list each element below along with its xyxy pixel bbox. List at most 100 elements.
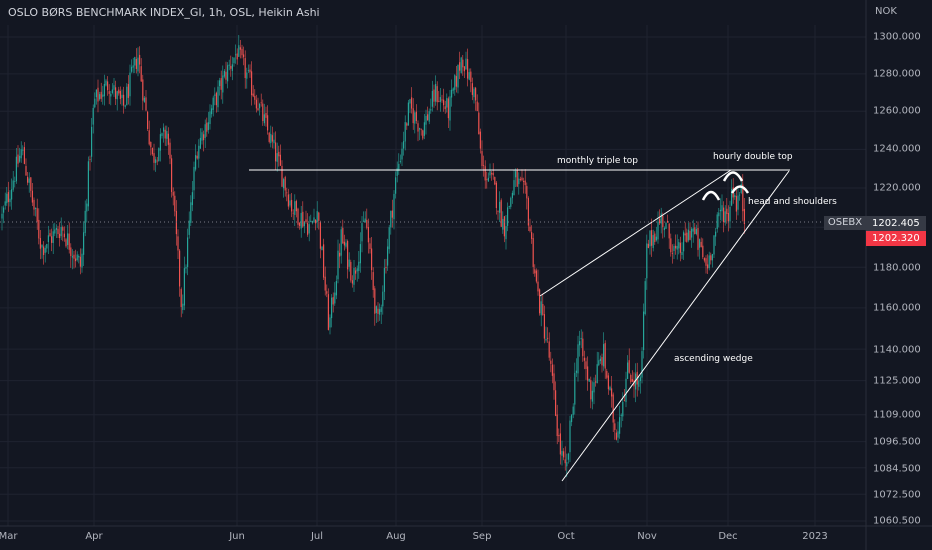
candle-body	[740, 184, 742, 193]
candles[interactable]	[1, 35, 745, 478]
candle-body	[41, 244, 43, 248]
last-price-label-2: 1202.320	[866, 231, 926, 246]
candle-body	[236, 53, 238, 60]
candle-body	[684, 233, 686, 236]
candle-body	[335, 281, 337, 296]
candle-body	[422, 130, 424, 139]
candle-body	[591, 390, 593, 402]
candle-body	[566, 462, 568, 467]
candle-body	[225, 71, 227, 80]
annotation-double-top[interactable]: hourly double top	[713, 152, 793, 162]
candle-body	[547, 337, 549, 339]
candle-body	[374, 288, 376, 314]
candle-body	[102, 94, 104, 97]
candle-body	[553, 373, 555, 391]
candle-body	[103, 83, 105, 97]
candle-body	[587, 366, 589, 381]
wedge-upper-line[interactable]	[539, 169, 732, 297]
candle-body	[62, 227, 64, 231]
candle-body	[54, 229, 56, 234]
candle-body	[423, 122, 425, 136]
wedge-lower-line[interactable]	[561, 170, 790, 482]
currency-label: NOK	[875, 6, 897, 17]
candle-body	[582, 338, 584, 357]
candle-body	[415, 111, 417, 121]
candle-body	[479, 131, 481, 149]
candle-body	[561, 450, 563, 456]
annotation-head-shoulders[interactable]: head and shoulders	[748, 197, 837, 207]
candle-body	[459, 62, 461, 71]
candle-body	[667, 220, 669, 223]
price-tick: 1260.000	[873, 105, 921, 117]
candle-body	[563, 451, 565, 458]
candle-body	[723, 207, 725, 223]
candle-body	[159, 134, 161, 151]
head-arc[interactable]	[722, 171, 744, 182]
candle-body	[190, 202, 192, 223]
candle-body	[305, 219, 307, 223]
candle-body	[228, 64, 230, 66]
candle-body	[6, 193, 8, 204]
candle-body	[412, 108, 414, 124]
candle-body	[262, 103, 264, 122]
candle-body	[203, 134, 205, 141]
candle-body	[28, 178, 30, 183]
candle-body	[607, 375, 609, 390]
candle-body	[595, 381, 597, 383]
candle-body	[78, 255, 80, 258]
candle-body	[574, 372, 576, 405]
candle-body	[588, 378, 590, 382]
candle-body	[683, 232, 685, 252]
candle-body	[604, 343, 606, 369]
candle-body	[356, 268, 358, 272]
candle-body	[220, 78, 222, 90]
time-tick: 2023	[802, 531, 828, 542]
candle-body	[207, 122, 209, 131]
right-shoulder-arc[interactable]	[730, 185, 750, 194]
candle-body	[513, 180, 515, 196]
candle-body	[12, 180, 14, 190]
candle-body	[177, 236, 179, 251]
candle-body	[468, 72, 470, 80]
candle-body	[523, 180, 525, 182]
candle-body	[239, 47, 241, 50]
candle-body	[719, 209, 721, 212]
time-tick: Apr	[85, 531, 103, 542]
candle-body	[543, 314, 545, 339]
candle-body	[615, 432, 617, 440]
candle-body	[132, 65, 134, 68]
candle-body	[599, 358, 601, 362]
candle-body	[291, 199, 293, 212]
candle-body	[107, 81, 109, 91]
candle-body	[355, 270, 357, 274]
candle-body	[379, 309, 381, 315]
last-price-label: 1202.405	[866, 216, 926, 231]
annotation-wedge[interactable]: ascending wedge	[674, 354, 753, 364]
price-tick: 1109.000	[873, 409, 921, 421]
candle-body	[83, 232, 85, 255]
candle-body	[116, 91, 118, 100]
candle-body	[299, 222, 301, 226]
candle-body	[593, 382, 595, 393]
candle-body	[1, 213, 3, 219]
candle-body	[38, 219, 40, 239]
left-shoulder-arc[interactable]	[701, 190, 721, 201]
candle-body	[727, 212, 729, 222]
candle-body	[318, 212, 320, 221]
candle-body	[542, 303, 544, 315]
price-tick: 1072.500	[873, 489, 921, 501]
candle-body	[577, 344, 579, 374]
candle-body	[407, 102, 409, 126]
candle-body	[467, 59, 469, 79]
candle-body	[155, 159, 157, 163]
candle-body	[252, 93, 254, 97]
candle-body	[115, 87, 117, 99]
drawings[interactable]	[249, 169, 790, 482]
candle-body	[143, 97, 145, 102]
candle-body	[627, 362, 629, 379]
candle-body	[452, 88, 454, 91]
annotation-triple-top[interactable]: monthly triple top	[557, 156, 638, 166]
candle-body	[4, 201, 6, 206]
